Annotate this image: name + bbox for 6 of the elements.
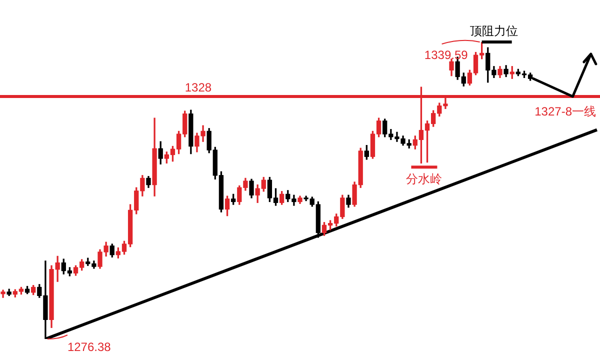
text: 1276.38	[67, 340, 112, 354]
annotation: 1327-8一线	[534, 104, 596, 118]
annotation: 1339.59	[424, 48, 468, 62]
ref-line-label: 1328	[184, 80, 212, 94]
text: 顶阻力位	[470, 24, 518, 38]
annotation: 分水岭	[406, 172, 442, 186]
